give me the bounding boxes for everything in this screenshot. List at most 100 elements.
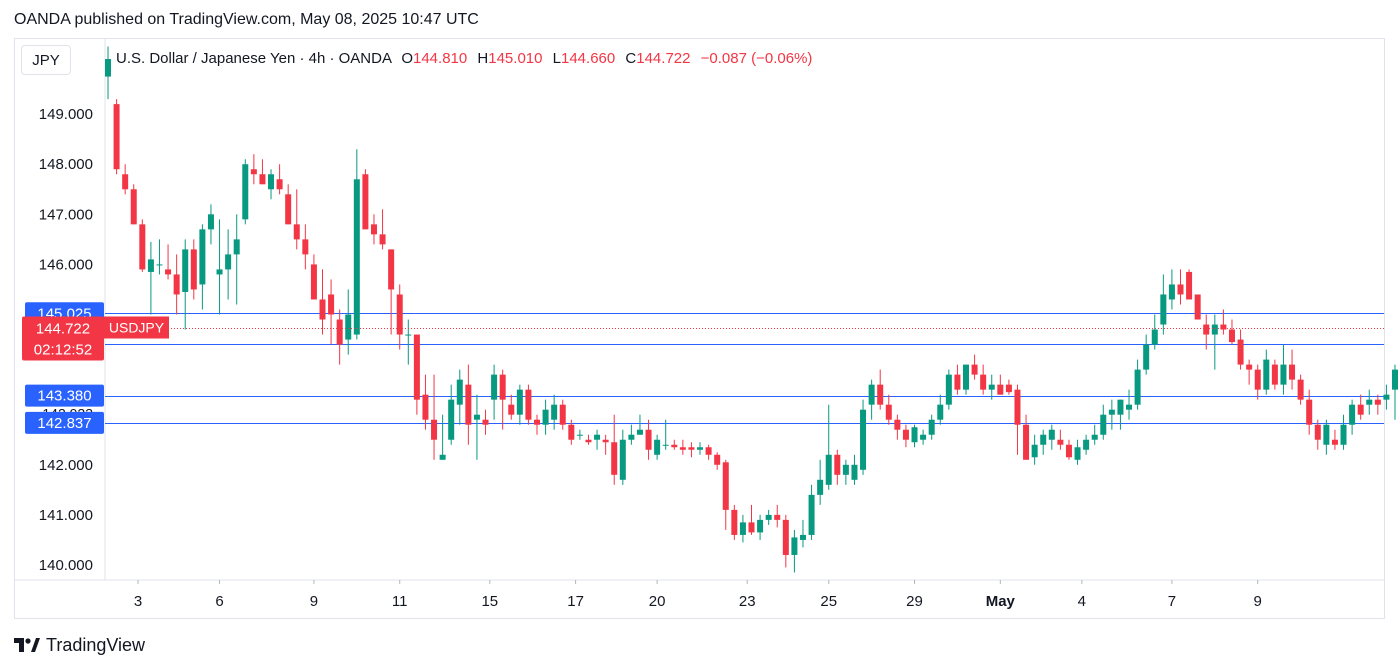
x-axis-ticks: 3 6 9 11 15 17 20 23 25 29 May 4 7 9 [134, 580, 1262, 610]
candle-body [1366, 399, 1373, 405]
candle-body [868, 384, 875, 405]
candle [748, 504, 755, 535]
candle-body [791, 537, 798, 555]
candle [1289, 349, 1296, 390]
candle-body [276, 179, 283, 190]
candle-body [636, 429, 643, 435]
publisher-header: OANDA published on TradingView.com, May … [14, 11, 479, 28]
candle [1357, 394, 1364, 420]
candle-body [105, 59, 111, 77]
candle-body [1040, 434, 1047, 445]
candle-body [388, 249, 395, 290]
candle [808, 484, 815, 540]
candle [353, 149, 360, 340]
candle-body [860, 409, 867, 470]
candle-body [431, 419, 438, 440]
candle [362, 169, 369, 230]
x-tick-label: 4 [1078, 593, 1086, 610]
candle-body [250, 169, 257, 175]
candle-body [1143, 344, 1150, 370]
candle [405, 319, 412, 365]
candle-body [1374, 399, 1381, 405]
candle [568, 419, 575, 445]
y-tick-label: 148.000 [39, 156, 93, 173]
candle-body [774, 514, 781, 520]
symbol-tag-label: USDJPY [109, 320, 165, 336]
candle [1254, 364, 1261, 400]
candle [156, 239, 163, 275]
candle [602, 434, 609, 455]
candle-body [173, 274, 180, 295]
candle-body [499, 374, 506, 400]
candle [842, 459, 849, 485]
candle [422, 374, 429, 430]
candle-body [1048, 429, 1055, 440]
candle-body [628, 434, 635, 440]
candle-body [662, 444, 669, 446]
candle-body [362, 174, 369, 230]
candle [928, 414, 935, 440]
candle-body [576, 434, 583, 436]
candle [1023, 414, 1030, 460]
legend-low-label: L [552, 50, 561, 67]
candle [508, 394, 515, 420]
symbol-currency-box[interactable]: JPY [21, 45, 71, 75]
candle [173, 254, 180, 315]
candle [739, 514, 746, 543]
candle-body [465, 384, 472, 425]
x-tick-label: 9 [1254, 593, 1262, 610]
y-tick-label: 142.000 [39, 457, 93, 474]
candle [902, 424, 909, 448]
candle-body [619, 439, 626, 480]
candle [139, 219, 146, 272]
legend-open-label: O [401, 50, 413, 67]
candle-body [207, 214, 214, 230]
legend-high-label: H [477, 50, 489, 67]
candle [851, 454, 858, 485]
candle [113, 99, 120, 175]
x-tick-label: 29 [906, 593, 923, 610]
candle-body [225, 254, 232, 270]
candle-body [697, 447, 704, 450]
candle [877, 369, 884, 410]
candle-body [336, 319, 343, 345]
last-price-label: 144.722 [36, 321, 90, 338]
candle-body [508, 404, 515, 415]
candle [963, 364, 969, 395]
footer-brand[interactable]: TradingView [14, 634, 145, 656]
candle [636, 414, 643, 435]
x-tick-label: 25 [820, 593, 837, 610]
candle [233, 214, 240, 305]
candle [1091, 424, 1098, 445]
candle-body [988, 384, 995, 390]
candle [945, 369, 952, 410]
candle [1168, 269, 1175, 310]
candle-body [1108, 409, 1115, 415]
candle-body [525, 389, 532, 420]
candle [705, 444, 712, 460]
candle [1134, 359, 1141, 410]
candle-body [473, 414, 480, 420]
legend-close-value: 144.722 [636, 50, 691, 67]
candle-body [1297, 379, 1304, 400]
candle [1297, 374, 1304, 405]
candle [345, 289, 352, 355]
candle [722, 459, 729, 530]
candle [1246, 359, 1253, 385]
candle [1005, 379, 1012, 395]
candle [774, 504, 781, 528]
candle [1031, 434, 1038, 465]
candle-body [491, 374, 498, 400]
candle-body [1083, 439, 1090, 450]
candle-body [1203, 324, 1210, 335]
candle-body [679, 447, 686, 450]
candle [825, 404, 832, 490]
legend-open-value: 144.810 [413, 50, 468, 67]
candle [1108, 399, 1115, 430]
candle-body [293, 224, 300, 240]
candle [628, 424, 635, 445]
candle [225, 229, 232, 300]
candle [1314, 419, 1321, 450]
candle [285, 184, 292, 225]
